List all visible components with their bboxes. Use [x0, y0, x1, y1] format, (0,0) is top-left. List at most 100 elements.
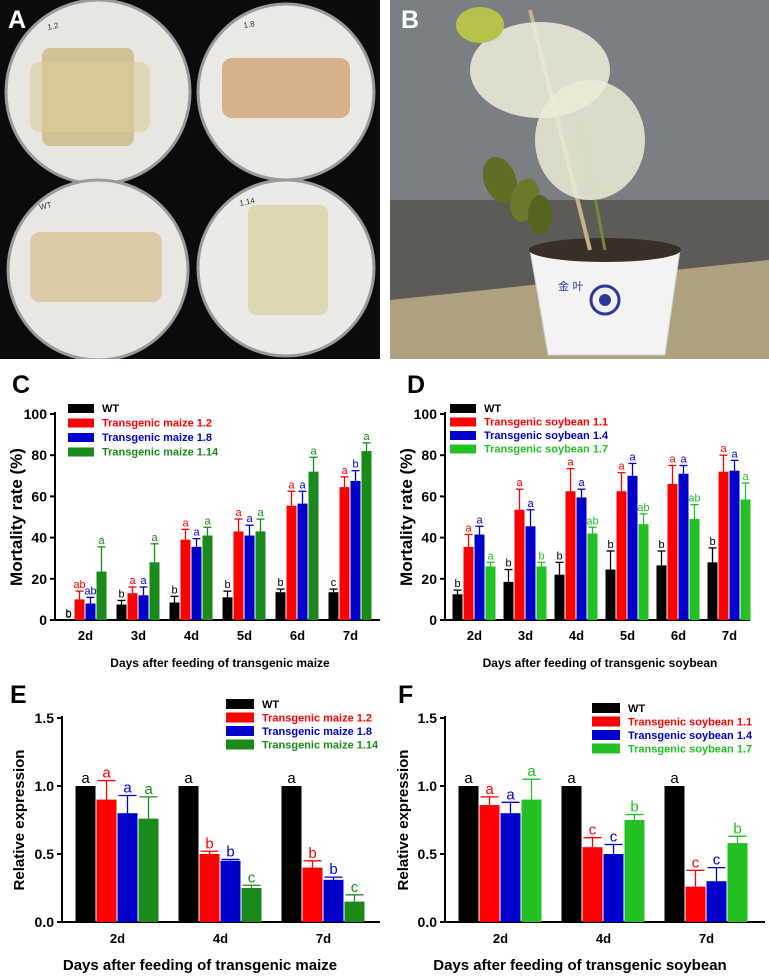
y-axis-label: Mortality rate (%)	[397, 448, 416, 586]
bar	[233, 531, 244, 620]
significance-letter: c	[248, 869, 256, 886]
bar	[576, 497, 587, 620]
bar	[361, 451, 372, 620]
x-tick-label: 7d	[699, 931, 714, 946]
bar	[149, 562, 160, 620]
bar	[302, 867, 323, 922]
x-tick-label: 7d	[316, 931, 331, 946]
legend-swatch	[226, 712, 254, 723]
significance-letter: c	[692, 854, 700, 871]
legend-label: Transgenic soybean 1.4	[484, 430, 609, 442]
legend-label: Transgenic soybean 1.7	[628, 744, 752, 756]
legend-swatch	[226, 699, 254, 709]
legend-swatch	[450, 404, 476, 413]
significance-letter: a	[123, 780, 132, 797]
significance-letter: b	[538, 550, 544, 562]
legend-label: Transgenic maize 1.14	[262, 740, 379, 752]
significance-letter: a	[341, 465, 348, 477]
legend-label: Transgenic soybean 1.1	[484, 417, 608, 429]
bar	[74, 599, 85, 620]
pot-text: 金 叶	[558, 279, 584, 293]
bar	[339, 487, 350, 620]
legend-swatch	[68, 433, 94, 442]
significance-letter: a	[184, 770, 193, 787]
significance-letter: a	[193, 527, 200, 539]
bar	[616, 491, 627, 620]
significance-letter: a	[567, 457, 574, 469]
bar	[344, 901, 365, 922]
bar	[514, 509, 525, 620]
legend-label: Transgenic maize 1.8	[102, 432, 212, 444]
legend-swatch	[68, 418, 94, 428]
bar	[729, 470, 740, 620]
significance-letter: a	[246, 513, 253, 525]
bar	[627, 475, 638, 620]
bar	[707, 562, 718, 620]
x-axis-label: Days after feeding of transgenic maize	[63, 957, 337, 974]
bar	[255, 531, 266, 620]
legend-swatch	[450, 431, 476, 440]
bar	[350, 480, 361, 620]
significance-letter: a	[182, 517, 189, 529]
bar	[85, 603, 96, 620]
bar	[525, 526, 536, 620]
panel-label-a: A	[8, 6, 27, 34]
legend-label: Transgenic soybean 1.1	[628, 717, 752, 729]
significance-letter: a	[485, 781, 494, 798]
significance-letter: a	[487, 550, 494, 562]
bar	[202, 535, 213, 620]
x-tick-label: 2d	[78, 628, 93, 643]
significance-letter: a	[299, 479, 306, 491]
y-tick-label: 0.0	[35, 914, 55, 930]
significance-letter: ab	[84, 585, 96, 597]
significance-letter: a	[465, 523, 472, 535]
significance-letter: ab	[586, 515, 598, 527]
significance-letter: a	[742, 471, 749, 483]
significance-letter: b	[224, 579, 230, 591]
significance-letter: a	[81, 770, 90, 787]
bar	[500, 813, 521, 922]
legend-label: Transgenic maize 1.14	[102, 447, 219, 459]
significance-letter: b	[308, 845, 316, 862]
y-tick-label: 60	[31, 488, 47, 504]
bar	[96, 571, 107, 620]
panel-label-b: B	[401, 6, 420, 34]
panel-label: D	[407, 371, 425, 399]
y-tick-label: 1.5	[35, 710, 55, 726]
soybean-pot-photo: 金 叶	[390, 0, 769, 359]
bar	[463, 546, 474, 620]
significance-letter: a	[363, 431, 370, 443]
bar	[474, 534, 485, 620]
bar	[561, 786, 582, 922]
bar	[656, 565, 667, 620]
bar	[554, 574, 565, 620]
x-tick-label: 2d	[493, 931, 508, 946]
y-tick-label: 80	[31, 447, 47, 463]
dish-label: 1.2	[47, 21, 60, 32]
bar	[138, 818, 159, 922]
significance-letter: b	[733, 820, 741, 837]
y-tick-label: 0.0	[418, 914, 438, 930]
legend-swatch	[226, 739, 254, 750]
dish-label: WT	[38, 200, 52, 212]
significance-letter: a	[618, 461, 625, 473]
petri-dish: WT	[6, 178, 190, 359]
x-tick-label: 4d	[596, 931, 611, 946]
bar	[678, 473, 689, 620]
x-tick-label: 7d	[722, 628, 737, 643]
petri-dish-photo: 1.2 1.8 WT 1.14	[0, 0, 380, 359]
petri-dish: 1.8	[196, 2, 376, 182]
significance-letter: a	[669, 454, 676, 466]
significance-letter: b	[205, 835, 213, 852]
bar	[169, 602, 180, 620]
x-tick-label: 6d	[671, 628, 686, 643]
bar	[241, 888, 262, 922]
significance-letter: a	[506, 786, 515, 803]
significance-letter: a	[567, 770, 576, 787]
significance-letter: b	[65, 608, 71, 620]
legend-label: Transgenic soybean 1.4	[628, 730, 753, 742]
bar	[222, 597, 233, 620]
significance-letter: a	[670, 770, 679, 787]
significance-letter: a	[235, 507, 242, 519]
